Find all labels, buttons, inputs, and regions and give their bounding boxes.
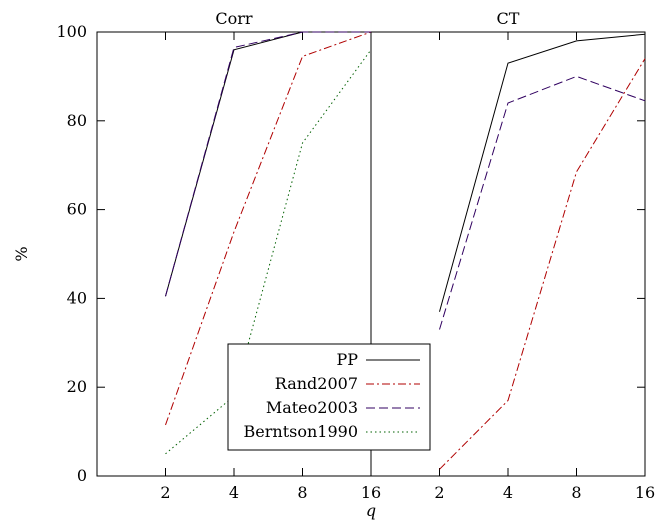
series-line bbox=[165, 31, 371, 297]
series-lines bbox=[165, 31, 646, 470]
series-line bbox=[439, 33, 646, 312]
legend-label: Mateo2003 bbox=[266, 398, 358, 417]
x-tick-label: 2 bbox=[434, 483, 444, 502]
series-line bbox=[165, 49, 372, 455]
legend-label: PP bbox=[336, 350, 358, 369]
y-tick-label: 20 bbox=[67, 377, 87, 396]
series-line bbox=[439, 58, 646, 470]
x-axis-label: q bbox=[366, 501, 376, 520]
x-tick-label: 8 bbox=[571, 483, 581, 502]
y-tick-label: 40 bbox=[67, 288, 87, 307]
panel-title: CT bbox=[497, 9, 520, 28]
x-tick-label: 2 bbox=[160, 483, 170, 502]
y-tick-label: 80 bbox=[67, 111, 87, 130]
y-tick-label: 0 bbox=[77, 466, 87, 485]
series-line bbox=[165, 31, 372, 426]
legend-label: Rand2007 bbox=[275, 374, 358, 393]
axis-ticks bbox=[97, 31, 646, 477]
legend-box bbox=[227, 343, 431, 451]
y-axis-label: % bbox=[12, 246, 31, 261]
legend: PP Rand2007 Mateo2003 Berntson1990 bbox=[227, 343, 431, 451]
x-tick-label: 16 bbox=[361, 483, 381, 502]
x-tick-label: 4 bbox=[503, 483, 513, 502]
y-tick-label: 100 bbox=[56, 22, 87, 41]
x-tick-label: 4 bbox=[229, 483, 239, 502]
series-line bbox=[165, 31, 371, 297]
x-tick-label: 16 bbox=[635, 483, 655, 502]
panel-title: Corr bbox=[215, 9, 253, 28]
series-line bbox=[439, 75, 646, 330]
legend-label: Berntson1990 bbox=[244, 422, 358, 441]
x-tick-label: 8 bbox=[297, 483, 307, 502]
y-tick-label: 60 bbox=[67, 200, 87, 219]
